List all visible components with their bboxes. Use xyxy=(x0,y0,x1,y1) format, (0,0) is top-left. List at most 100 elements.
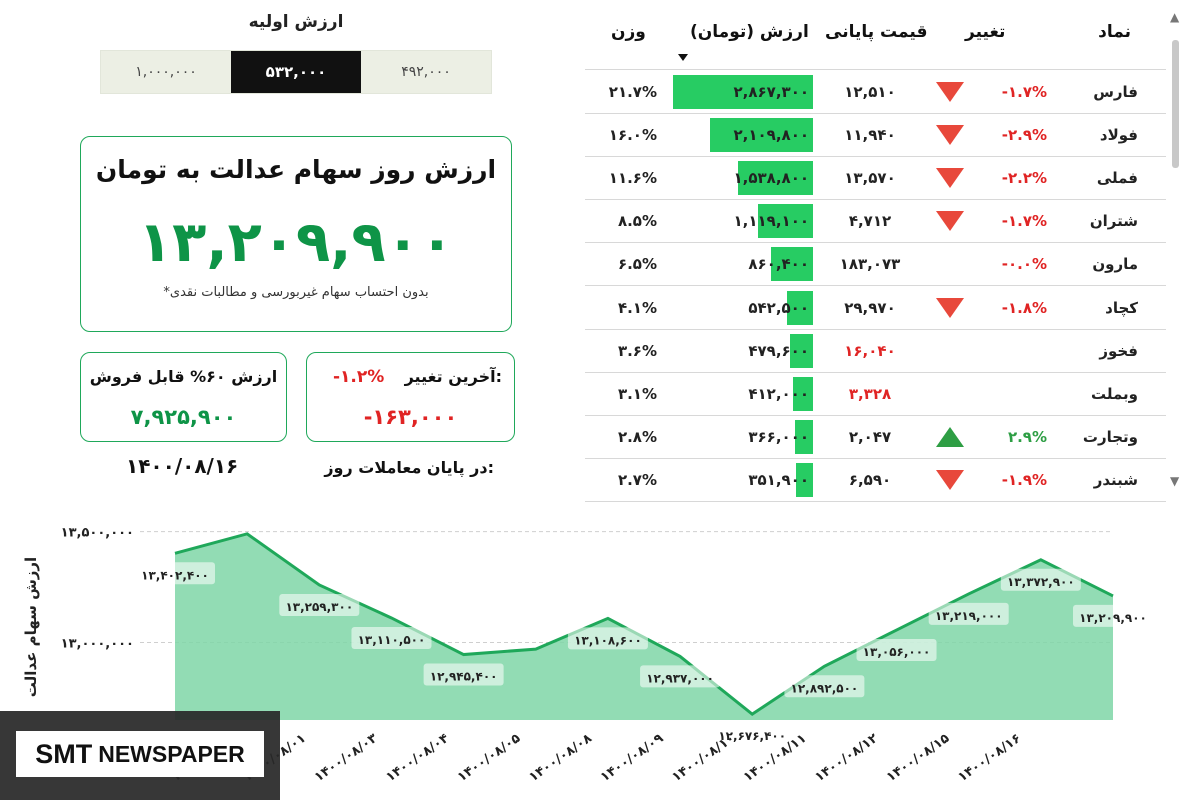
down-triangle-icon xyxy=(936,469,964,490)
y-tick-label: ۱۳,۰۰۰,۰۰۰ xyxy=(61,636,134,651)
value-bar xyxy=(786,290,813,325)
cell-direction xyxy=(935,287,965,329)
cell-value-text: ۲,۸۶۷,۳۰۰ xyxy=(733,83,809,101)
table-row[interactable]: فارس -۱.۷% ۱۲,۵۱۰ ۲,۸۶۷,۳۰۰ ۲۱.۷% xyxy=(585,71,1166,114)
table-row[interactable]: شبندر -۱.۹% ۶,۵۹۰ ۳۵۱,۹۰۰ ۲.۷% xyxy=(585,459,1166,502)
value-bar xyxy=(758,204,813,239)
cell-direction xyxy=(935,157,965,199)
cell-symbol: وبملت xyxy=(1090,384,1138,403)
watermark: SMT NEWSPAPER xyxy=(0,711,280,800)
data-label-bg xyxy=(856,639,937,662)
cell-price: ۶,۵۹۰ xyxy=(848,470,892,489)
cell-direction xyxy=(935,71,965,113)
data-label-bg xyxy=(928,602,1009,625)
value-bar xyxy=(673,75,813,109)
y-axis-label: ارزش سهام عدالت xyxy=(22,557,40,697)
cell-symbol: کچاد xyxy=(1105,298,1138,317)
value-bar xyxy=(789,333,813,368)
last-change-percent: -۱.۲% xyxy=(333,367,385,387)
data-label: ۱۳,۲۵۹,۳۰۰ xyxy=(285,600,353,614)
initial-option[interactable]: ۴۹۲,۰۰۰ xyxy=(401,64,451,80)
data-label-bg xyxy=(135,562,215,585)
value-bar xyxy=(795,419,813,454)
cell-value: ۳۵۱,۹۰۰ xyxy=(673,459,813,501)
data-label: ۱۳,۱۰۸,۶۰۰ xyxy=(574,633,642,647)
cell-value: ۳۶۶,۰۰۰ xyxy=(673,416,813,458)
cell-weight: ۲۱.۷% xyxy=(608,83,657,101)
cell-weight: ۲.۷% xyxy=(617,470,657,489)
table-row[interactable]: شتران -۱.۷% ۴,۷۱۲ ۱,۱۱۹,۱۰۰ ۸.۵% xyxy=(585,200,1166,244)
scroll-up-icon[interactable]: ▲ xyxy=(1170,10,1180,24)
table-scrollbar[interactable]: ▲ ▼ xyxy=(1168,10,1182,488)
cell-value-text: ۵۴۲,۵۰۰ xyxy=(748,298,809,317)
header-weight[interactable]: وزن xyxy=(611,22,646,42)
main-value-card: ارزش روز سهام عدالت به تومان ۱۳,۲۰۹,۹۰۰ … xyxy=(80,136,512,332)
scroll-down-icon[interactable]: ▼ xyxy=(1170,474,1180,488)
cell-change: -۱.۷% xyxy=(1001,212,1047,231)
cell-change: -۱.۹% xyxy=(1001,470,1047,489)
cell-value-text: ۴۱۲,۰۰۰ xyxy=(748,384,809,403)
cell-direction xyxy=(935,416,965,458)
value-bar xyxy=(771,247,813,282)
table-row[interactable]: فخوز ۱۶,۰۴۰ ۴۷۹,۶۰۰ ۳.۶% xyxy=(585,330,1166,373)
cell-price: ۳,۳۲۸ xyxy=(848,384,892,403)
cell-value: ۲,۱۰۹,۸۰۰ xyxy=(673,114,813,156)
x-tick-label: ۱۴۰۰/۰۸/۱۰ xyxy=(669,731,737,785)
cell-price: ۱۸۳,۰۷۳ xyxy=(839,255,901,274)
cell-price: ۲۹,۹۷۰ xyxy=(844,298,896,317)
table-header: نماد تغییر قیمت پایانی ارزش (تومان) وزن xyxy=(585,0,1166,70)
cell-value: ۸۶۰,۴۰۰ xyxy=(673,243,813,285)
cell-direction xyxy=(935,114,965,156)
table-row[interactable]: وتجارت ۲.۹% ۲,۰۴۷ ۳۶۶,۰۰۰ ۲.۸% xyxy=(585,416,1166,459)
table-row[interactable]: وبملت ۳,۳۲۸ ۴۱۲,۰۰۰ ۳.۱% xyxy=(585,373,1166,416)
table-row[interactable]: کچاد -۱.۸% ۲۹,۹۷۰ ۵۴۲,۵۰۰ ۴.۱% xyxy=(585,287,1166,330)
header-price[interactable]: قیمت پایانی xyxy=(825,22,928,42)
last-change-label: آخرین تغییر: xyxy=(404,367,502,386)
x-tick-label: ۱۴۰۰/۰۸/۰۹ xyxy=(598,731,666,785)
sort-desc-icon xyxy=(678,54,688,61)
x-tick-label: ۱۴۰۰/۰۸/۰۵ xyxy=(455,731,523,785)
header-value[interactable]: ارزش (تومان) xyxy=(690,22,809,42)
down-triangle-icon xyxy=(936,297,964,318)
data-label-bg xyxy=(567,627,648,650)
cell-symbol: فولاد xyxy=(1099,126,1138,145)
main-value-amount: ۱۳,۲۰۹,۹۰۰ xyxy=(138,210,454,275)
cell-change: -۲.۹% xyxy=(1001,126,1047,145)
cell-value: ۱,۱۱۹,۱۰۰ xyxy=(673,200,813,242)
data-label-bg xyxy=(423,663,504,686)
portfolio-table: نماد تغییر قیمت پایانی ارزش (تومان) وزن … xyxy=(585,0,1166,502)
data-label: ۱۳,۴۰۲,۴۰۰ xyxy=(141,568,209,582)
cell-change: -۱.۷% xyxy=(1001,83,1047,101)
down-triangle-icon xyxy=(936,82,964,102)
cell-weight: ۴.۱% xyxy=(617,298,657,317)
data-label-bg xyxy=(1073,604,1153,627)
cell-value-text: ۱,۱۱۹,۱۰۰ xyxy=(733,212,809,231)
cell-value-text: ۳۵۱,۹۰۰ xyxy=(748,470,809,489)
initial-option[interactable]: ۱,۰۰۰,۰۰۰ xyxy=(135,64,197,80)
cell-change xyxy=(997,330,1047,372)
value-bar xyxy=(709,118,813,153)
x-tick-label: ۱۴۰۰/۰۸/۱۵ xyxy=(884,731,952,785)
header-change[interactable]: تغییر xyxy=(965,22,1006,42)
down-triangle-icon xyxy=(936,125,964,146)
cell-direction xyxy=(935,330,965,372)
header-symbol[interactable]: نماد xyxy=(1098,22,1131,42)
up-triangle-icon xyxy=(936,426,964,447)
cell-value: ۴۷۹,۶۰۰ xyxy=(673,330,813,372)
table-row[interactable]: فملی -۲.۲% ۱۳,۵۷۰ ۱,۵۳۸,۸۰۰ ۱۱.۶% xyxy=(585,157,1166,201)
cell-value: ۴۱۲,۰۰۰ xyxy=(673,373,813,415)
table-row[interactable]: مارون -۰.۰% ۱۸۳,۰۷۳ ۸۶۰,۴۰۰ ۶.۵% xyxy=(585,243,1166,287)
initial-option[interactable]: ۵۳۲,۰۰۰ xyxy=(231,51,361,93)
table-row[interactable]: فولاد -۲.۹% ۱۱,۹۴۰ ۲,۱۰۹,۸۰۰ ۱۶.۰% xyxy=(585,114,1166,158)
date-value: ۱۴۰۰/۰۸/۱۶ xyxy=(126,454,239,478)
sellable-label: ارزش ۶۰% قابل فروش xyxy=(89,367,278,386)
cell-direction xyxy=(935,459,965,501)
cell-direction xyxy=(935,243,965,285)
cell-change xyxy=(997,373,1047,415)
scrollbar-thumb[interactable] xyxy=(1172,40,1179,168)
cell-symbol: فملی xyxy=(1096,169,1138,188)
down-triangle-icon xyxy=(936,211,964,232)
cell-symbol: فخوز xyxy=(1099,341,1138,360)
brand-logo: SMT NEWSPAPER xyxy=(16,731,264,777)
main-value-note: *بدون احتساب سهام غیربورسی و مطالبات نقد… xyxy=(163,285,429,300)
